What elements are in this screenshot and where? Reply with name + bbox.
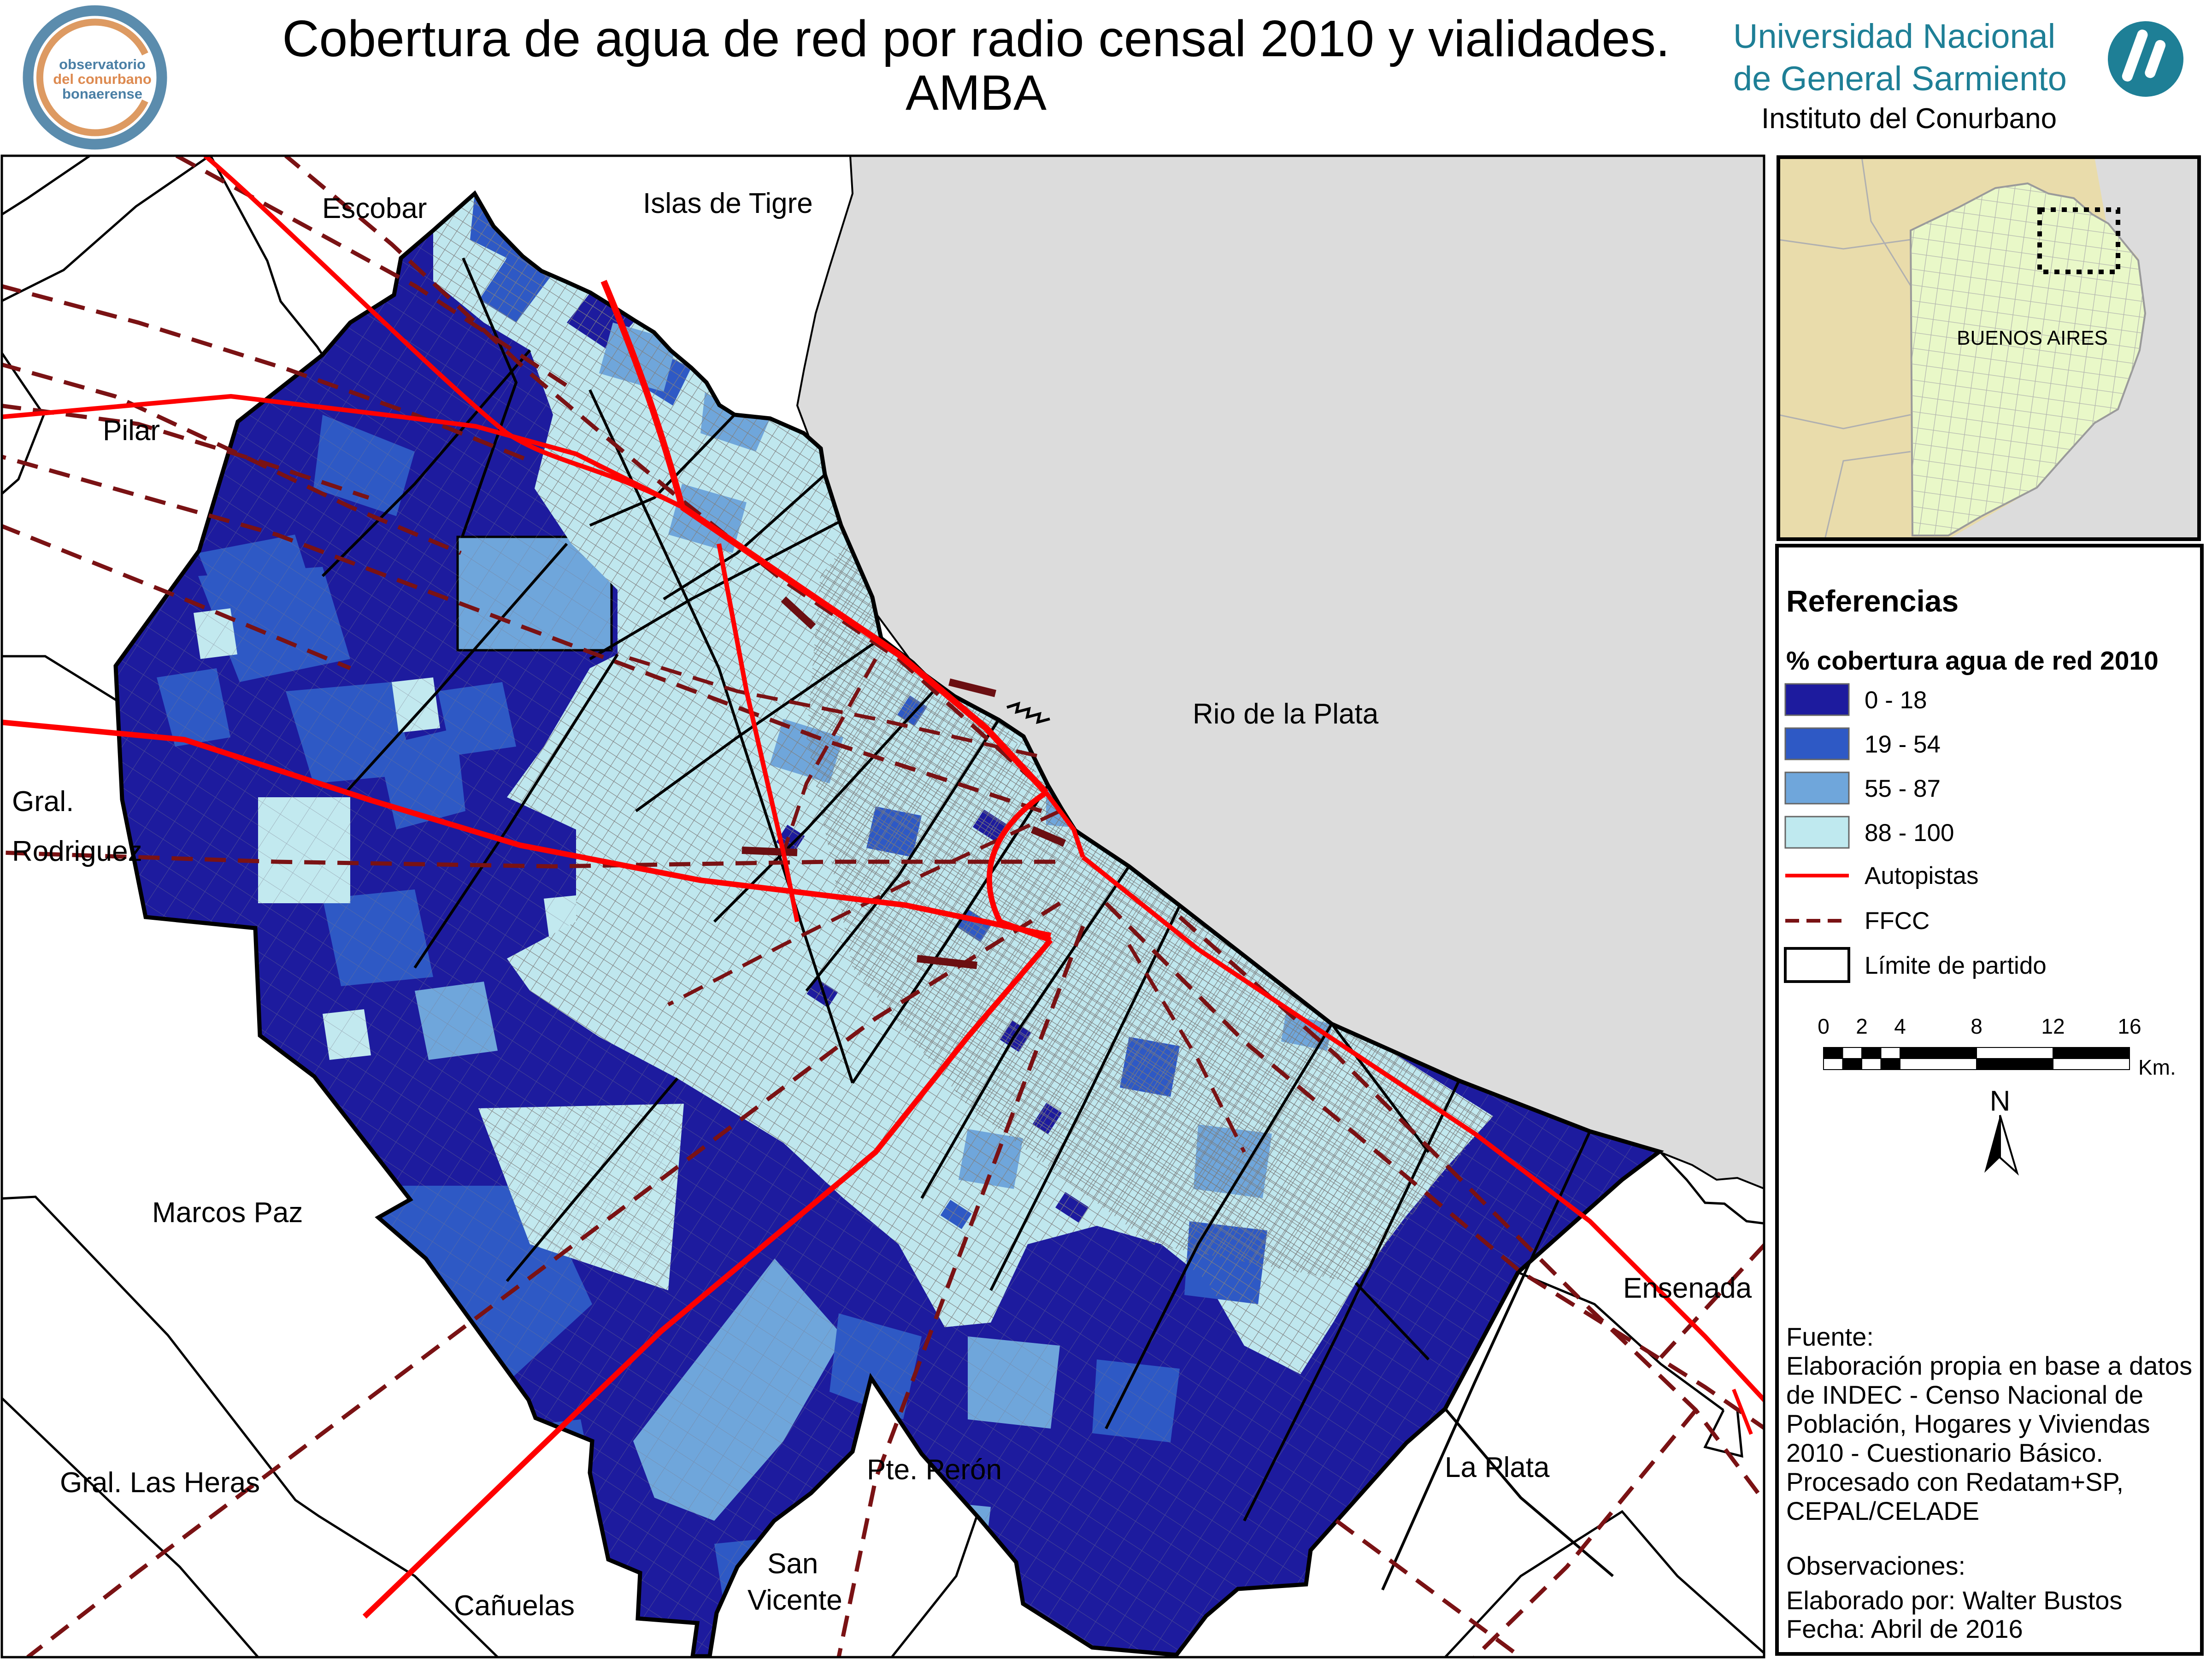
svg-text:Instituto del Conurbano: Instituto del Conurbano: [1761, 103, 2057, 135]
svg-text:bonaerense: bonaerense: [62, 86, 142, 102]
svg-text:N: N: [1990, 1085, 2011, 1117]
svg-text:Fuente:: Fuente:: [1786, 1322, 1874, 1351]
svg-text:Islas de Tigre: Islas de Tigre: [643, 188, 813, 219]
svg-text:% cobertura agua de red 2010: % cobertura agua de red 2010: [1786, 646, 2159, 676]
svg-text:Autopistas: Autopistas: [1865, 862, 1978, 889]
svg-text:Elaboración propia en base a d: Elaboración propia en base a datos: [1786, 1351, 2192, 1380]
svg-text:0: 0: [1818, 1014, 1830, 1038]
svg-text:Cañuelas: Cañuelas: [454, 1590, 575, 1622]
svg-text:Población, Hogares y Viviendas: Población, Hogares y Viviendas: [1786, 1409, 2150, 1438]
svg-text:BUENOS AIRES: BUENOS AIRES: [1957, 327, 2108, 349]
svg-text:FFCC: FFCC: [1865, 907, 1930, 935]
svg-text:de General Sarmiento: de General Sarmiento: [1733, 59, 2067, 98]
svg-text:Elaborado por: Walter Bustos: Elaborado por: Walter Bustos: [1786, 1586, 2122, 1615]
svg-text:4: 4: [1894, 1014, 1906, 1038]
svg-text:Marcos Paz: Marcos Paz: [152, 1197, 303, 1229]
svg-text:Vicente: Vicente: [747, 1584, 842, 1616]
svg-text:observatorio: observatorio: [59, 56, 146, 72]
svg-text:12: 12: [2041, 1014, 2065, 1038]
svg-text:CEPAL/CELADE: CEPAL/CELADE: [1786, 1496, 1979, 1525]
svg-text:Rodriguez: Rodriguez: [12, 835, 142, 867]
svg-text:La Plata: La Plata: [1445, 1452, 1550, 1483]
svg-text:Ensenada: Ensenada: [1623, 1272, 1752, 1304]
svg-text:2010 - Cuestionario Básico.: 2010 - Cuestionario Básico.: [1786, 1438, 2103, 1467]
svg-text:Gral. Las Heras: Gral. Las Heras: [60, 1467, 260, 1499]
svg-text:San: San: [767, 1548, 818, 1580]
svg-text:de INDEC - Censo Nacional de: de INDEC - Censo Nacional de: [1786, 1380, 2143, 1409]
svg-text:8: 8: [1971, 1014, 1983, 1038]
svg-text:19 - 54: 19 - 54: [1865, 731, 1941, 758]
svg-text:Fecha: Abril de 2016: Fecha: Abril de 2016: [1786, 1614, 2023, 1643]
svg-text:AMBA: AMBA: [906, 65, 1047, 120]
svg-text:Universidad Nacional: Universidad Nacional: [1733, 17, 2055, 55]
svg-text:Cobertura de agua de red por r: Cobertura de agua de red por radio censa…: [282, 10, 1670, 67]
svg-text:Límite de partido: Límite de partido: [1865, 952, 2047, 979]
svg-text:Rio de la Plata: Rio de la Plata: [1193, 698, 1379, 730]
svg-text:del conurbano: del conurbano: [53, 71, 152, 87]
svg-text:0 - 18: 0 - 18: [1865, 687, 1927, 714]
svg-text:Referencias: Referencias: [1786, 584, 1959, 618]
svg-text:Escobar: Escobar: [322, 193, 427, 224]
svg-text:Pilar: Pilar: [103, 415, 160, 447]
svg-text:Km.: Km.: [2138, 1055, 2176, 1079]
svg-text:55 - 87: 55 - 87: [1865, 775, 1941, 802]
svg-text:Pte. Perón: Pte. Perón: [867, 1454, 1002, 1486]
svg-text:16: 16: [2118, 1014, 2141, 1038]
svg-text:Procesado con Redatam+SP,: Procesado con Redatam+SP,: [1786, 1467, 2124, 1496]
svg-text:Gral.: Gral.: [12, 786, 74, 818]
svg-text:88 - 100: 88 - 100: [1865, 819, 1954, 847]
svg-text:Observaciones:: Observaciones:: [1786, 1551, 1965, 1580]
svg-text:2: 2: [1856, 1014, 1868, 1038]
